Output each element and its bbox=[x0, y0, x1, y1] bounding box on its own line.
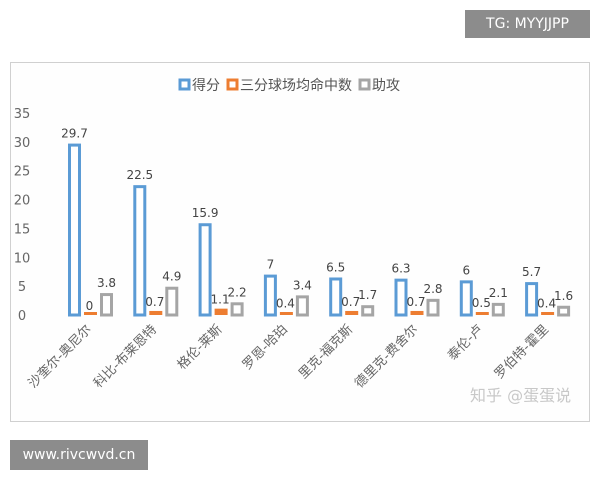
bar bbox=[68, 143, 81, 317]
data-label: 6.5 bbox=[326, 260, 345, 274]
data-label: 29.7 bbox=[61, 127, 88, 141]
data-label: 0.7 bbox=[145, 295, 164, 309]
bar bbox=[84, 312, 97, 315]
legend-label: 助攻 bbox=[372, 78, 400, 94]
bar bbox=[541, 312, 555, 315]
x-tick-label: 格伦-莱斯 bbox=[174, 322, 225, 373]
legend-label: 三分球场均命中数 bbox=[240, 77, 352, 94]
bar bbox=[394, 278, 408, 317]
x-tick-label: 沙奎尔-奥尼尔 bbox=[26, 322, 95, 391]
x-tick-label: 德里克-费舍尔 bbox=[352, 322, 421, 391]
y-tick-label: 15 bbox=[14, 222, 31, 237]
bar bbox=[133, 185, 147, 317]
data-label: 0.5 bbox=[472, 296, 491, 310]
bar bbox=[198, 223, 212, 317]
y-tick-label: 10 bbox=[14, 251, 31, 266]
bar bbox=[149, 310, 163, 315]
bar bbox=[345, 310, 359, 315]
x-tick-label: 里克-福克斯 bbox=[296, 322, 356, 382]
x-tick-label: 罗伯特-霍里 bbox=[492, 322, 552, 382]
data-label: 15.9 bbox=[192, 206, 219, 220]
data-label: 5.7 bbox=[522, 265, 541, 279]
watermark-url: www.rivcwvd.cn bbox=[10, 440, 148, 470]
bar bbox=[361, 305, 375, 317]
data-label: 3.8 bbox=[97, 276, 116, 290]
x-tick-label: 科比-布莱恩特 bbox=[91, 322, 160, 391]
bar bbox=[100, 293, 113, 317]
data-label: 0.7 bbox=[406, 295, 425, 309]
data-label: 1.6 bbox=[554, 289, 573, 303]
legend-swatch bbox=[178, 78, 191, 91]
bar bbox=[329, 277, 343, 317]
bar bbox=[165, 286, 179, 317]
data-label: 3.4 bbox=[293, 278, 312, 292]
data-label: 0.4 bbox=[276, 297, 295, 311]
bar bbox=[491, 302, 505, 317]
bar bbox=[230, 302, 244, 317]
data-label: 2.2 bbox=[228, 285, 247, 299]
bar bbox=[426, 298, 440, 317]
bar bbox=[557, 305, 571, 317]
data-label: 0 bbox=[86, 299, 94, 313]
y-tick-label: 0 bbox=[18, 309, 26, 324]
legend-label: 得分 bbox=[192, 77, 220, 94]
data-label: 7 bbox=[267, 258, 275, 272]
data-label: 2.8 bbox=[423, 282, 442, 296]
data-label: 2.1 bbox=[489, 286, 508, 300]
y-tick-label: 20 bbox=[14, 194, 31, 209]
data-label: 0.4 bbox=[537, 297, 556, 311]
y-tick-label: 35 bbox=[14, 107, 31, 122]
data-label: 1.7 bbox=[358, 288, 377, 302]
bar bbox=[295, 295, 309, 317]
data-label: 6 bbox=[462, 263, 470, 277]
x-tick-label: 泰伦-卢 bbox=[444, 322, 486, 364]
y-tick-label: 5 bbox=[18, 280, 26, 295]
data-label: 6.3 bbox=[391, 262, 410, 276]
bar bbox=[410, 310, 424, 315]
chart-frame bbox=[10, 62, 590, 422]
x-tick-label: 罗恩-哈珀 bbox=[240, 322, 291, 373]
y-tick-label: 25 bbox=[14, 165, 31, 180]
bar bbox=[279, 312, 293, 315]
data-label: 1.1 bbox=[211, 293, 230, 307]
bar bbox=[214, 308, 228, 315]
watermark-tg: TG: MYYJJPP bbox=[465, 10, 590, 38]
y-tick-label: 30 bbox=[14, 136, 31, 151]
data-label: 0.7 bbox=[341, 295, 360, 309]
legend-swatch bbox=[358, 78, 371, 91]
data-label: 4.9 bbox=[162, 270, 181, 284]
watermark-zhihu: 知乎 @蛋蛋说 bbox=[470, 386, 572, 405]
legend-swatch bbox=[226, 78, 239, 91]
bar bbox=[263, 274, 277, 317]
bar bbox=[525, 282, 539, 317]
data-label: 22.5 bbox=[126, 168, 153, 182]
bar bbox=[459, 280, 473, 317]
bar bbox=[475, 312, 489, 315]
